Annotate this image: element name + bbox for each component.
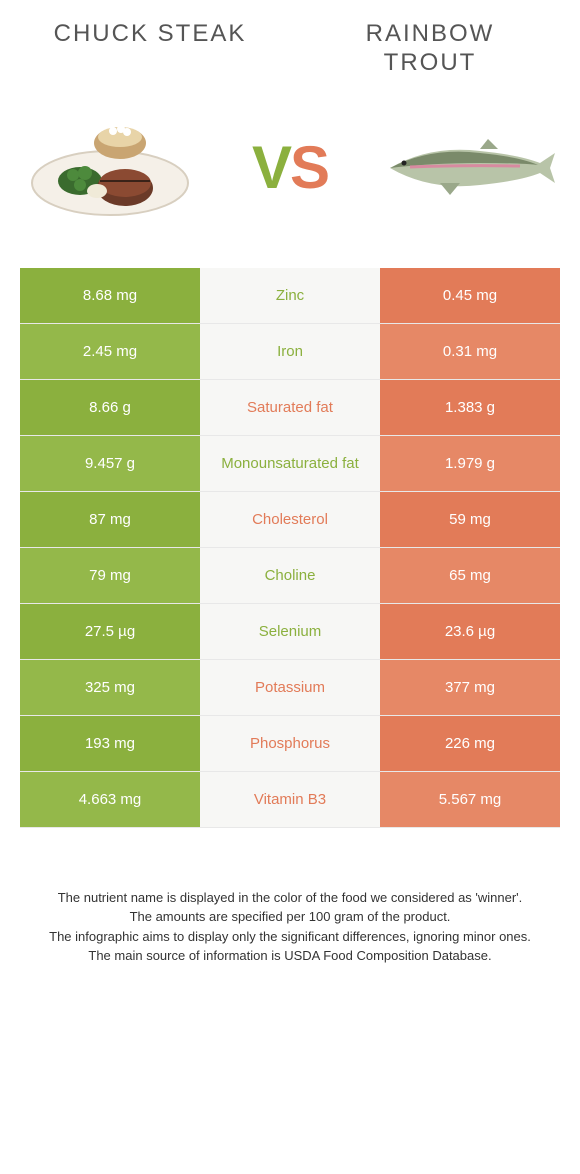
header: CHUCK STEAK RAINBOW TROUT <box>0 0 580 78</box>
vs-v: V <box>252 134 290 201</box>
value-right: 0.31 mg <box>380 324 560 379</box>
value-right: 23.6 µg <box>380 604 560 659</box>
nutrient-table: 8.68 mgZinc0.45 mg2.45 mgIron0.31 mg8.66… <box>0 268 580 828</box>
value-left: 2.45 mg <box>20 324 200 379</box>
nutrient-name: Cholesterol <box>200 492 380 547</box>
value-left: 9.457 g <box>20 436 200 491</box>
nutrient-name: Potassium <box>200 660 380 715</box>
title-right: RAINBOW TROUT <box>330 20 530 78</box>
table-row: 79 mgCholine65 mg <box>20 548 560 604</box>
value-left: 8.66 g <box>20 380 200 435</box>
value-right: 226 mg <box>380 716 560 771</box>
table-row: 8.66 gSaturated fat1.383 g <box>20 380 560 436</box>
table-row: 193 mgPhosphorus226 mg <box>20 716 560 772</box>
value-right: 5.567 mg <box>380 772 560 827</box>
value-left: 4.663 mg <box>20 772 200 827</box>
nutrient-name: Iron <box>200 324 380 379</box>
value-left: 27.5 µg <box>20 604 200 659</box>
footer-notes: The nutrient name is displayed in the co… <box>0 828 580 966</box>
nutrient-name: Selenium <box>200 604 380 659</box>
table-row: 9.457 gMonounsaturated fat1.979 g <box>20 436 560 492</box>
value-left: 193 mg <box>20 716 200 771</box>
table-row: 325 mgPotassium377 mg <box>20 660 560 716</box>
value-right: 59 mg <box>380 492 560 547</box>
value-left: 325 mg <box>20 660 200 715</box>
value-right: 1.979 g <box>380 436 560 491</box>
value-left: 8.68 mg <box>20 268 200 323</box>
footer-line: The nutrient name is displayed in the co… <box>40 888 540 908</box>
value-right: 377 mg <box>380 660 560 715</box>
table-row: 87 mgCholesterol59 mg <box>20 492 560 548</box>
value-left: 87 mg <box>20 492 200 547</box>
table-row: 2.45 mgIron0.31 mg <box>20 324 560 380</box>
footer-line: The main source of information is USDA F… <box>40 946 540 966</box>
nutrient-name: Monounsaturated fat <box>200 436 380 491</box>
value-left: 79 mg <box>20 548 200 603</box>
nutrient-name: Zinc <box>200 268 380 323</box>
vs-label: VS <box>252 133 328 202</box>
nutrient-name: Choline <box>200 548 380 603</box>
footer-line: The infographic aims to display only the… <box>40 927 540 947</box>
image-chuck-steak <box>20 108 200 228</box>
nutrient-name: Saturated fat <box>200 380 380 435</box>
table-row: 27.5 µgSelenium23.6 µg <box>20 604 560 660</box>
title-left: CHUCK STEAK <box>50 20 250 78</box>
nutrient-name: Phosphorus <box>200 716 380 771</box>
nutrient-name: Vitamin B3 <box>200 772 380 827</box>
image-rainbow-trout <box>380 108 560 228</box>
value-right: 0.45 mg <box>380 268 560 323</box>
value-right: 1.383 g <box>380 380 560 435</box>
table-row: 4.663 mgVitamin B35.567 mg <box>20 772 560 828</box>
value-right: 65 mg <box>380 548 560 603</box>
table-row: 8.68 mgZinc0.45 mg <box>20 268 560 324</box>
vs-row: VS <box>0 78 580 268</box>
footer-line: The amounts are specified per 100 gram o… <box>40 907 540 927</box>
vs-s: S <box>290 134 328 201</box>
